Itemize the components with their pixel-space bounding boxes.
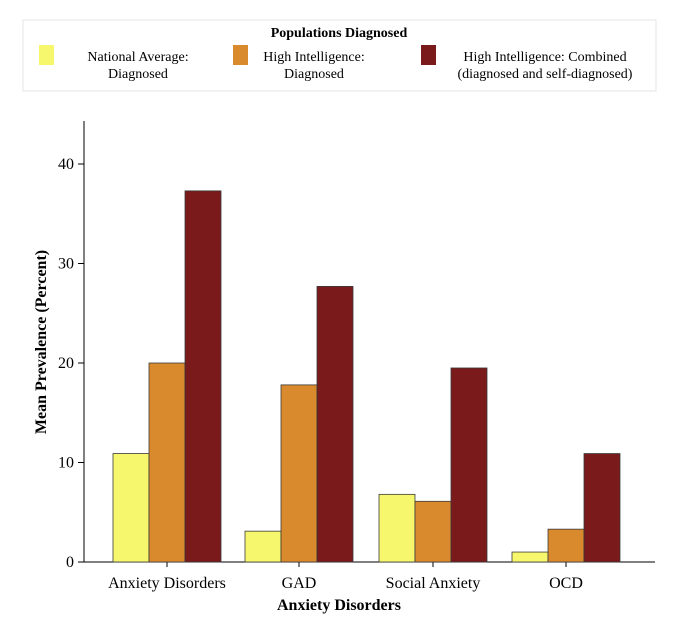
x-tick-label: Social Anxiety: [386, 575, 481, 592]
bars: [112, 190, 621, 563]
y-axis: 0 10 20 30 40: [58, 121, 85, 571]
bar: [316, 285, 354, 563]
plot-area: 0 10 20 30 40 Anxiety Disorders GAD Social Anx…: [58, 121, 655, 592]
bar: [280, 384, 318, 563]
y-tick-label: 40: [58, 156, 74, 173]
y-axis-title: Mean Prevalence (Percent): [33, 250, 50, 434]
bar: [414, 500, 452, 563]
bar: [511, 551, 549, 563]
legend-swatch: [233, 45, 248, 65]
bar: [184, 190, 222, 563]
legend-swatch: [39, 45, 54, 65]
y-tick-label: 0: [66, 554, 74, 571]
bar: [450, 367, 488, 563]
legend-swatch: [421, 45, 436, 65]
bar: [244, 530, 282, 563]
y-tick-label: 30: [58, 256, 74, 273]
bar: [547, 528, 585, 563]
legend-label: High Intelligence: Diagnosed: [263, 50, 364, 82]
x-axis-title: Anxiety Disorders: [277, 597, 401, 614]
bar: [112, 453, 150, 563]
legend-title: Populations Diagnosed: [271, 26, 408, 41]
legend-label: National Average: Diagnosed: [87, 50, 188, 82]
x-axis: Anxiety Disorders GAD Social Anxiety OCD: [84, 561, 655, 592]
x-tick-label: Anxiety Disorders: [108, 575, 226, 592]
x-tick-label: GAD: [282, 575, 317, 592]
bar: [148, 362, 186, 563]
bar: [378, 493, 416, 563]
legend-label: High Intelligence: Combined (diagnosed an…: [458, 50, 633, 82]
legend: Populations Diagnosed National Average: D…: [22, 19, 657, 92]
y-tick-label: 20: [58, 355, 74, 372]
x-tick-label: OCD: [549, 575, 583, 592]
y-tick-label: 10: [58, 455, 74, 472]
legend-box: [22, 19, 657, 92]
bar: [583, 453, 621, 563]
